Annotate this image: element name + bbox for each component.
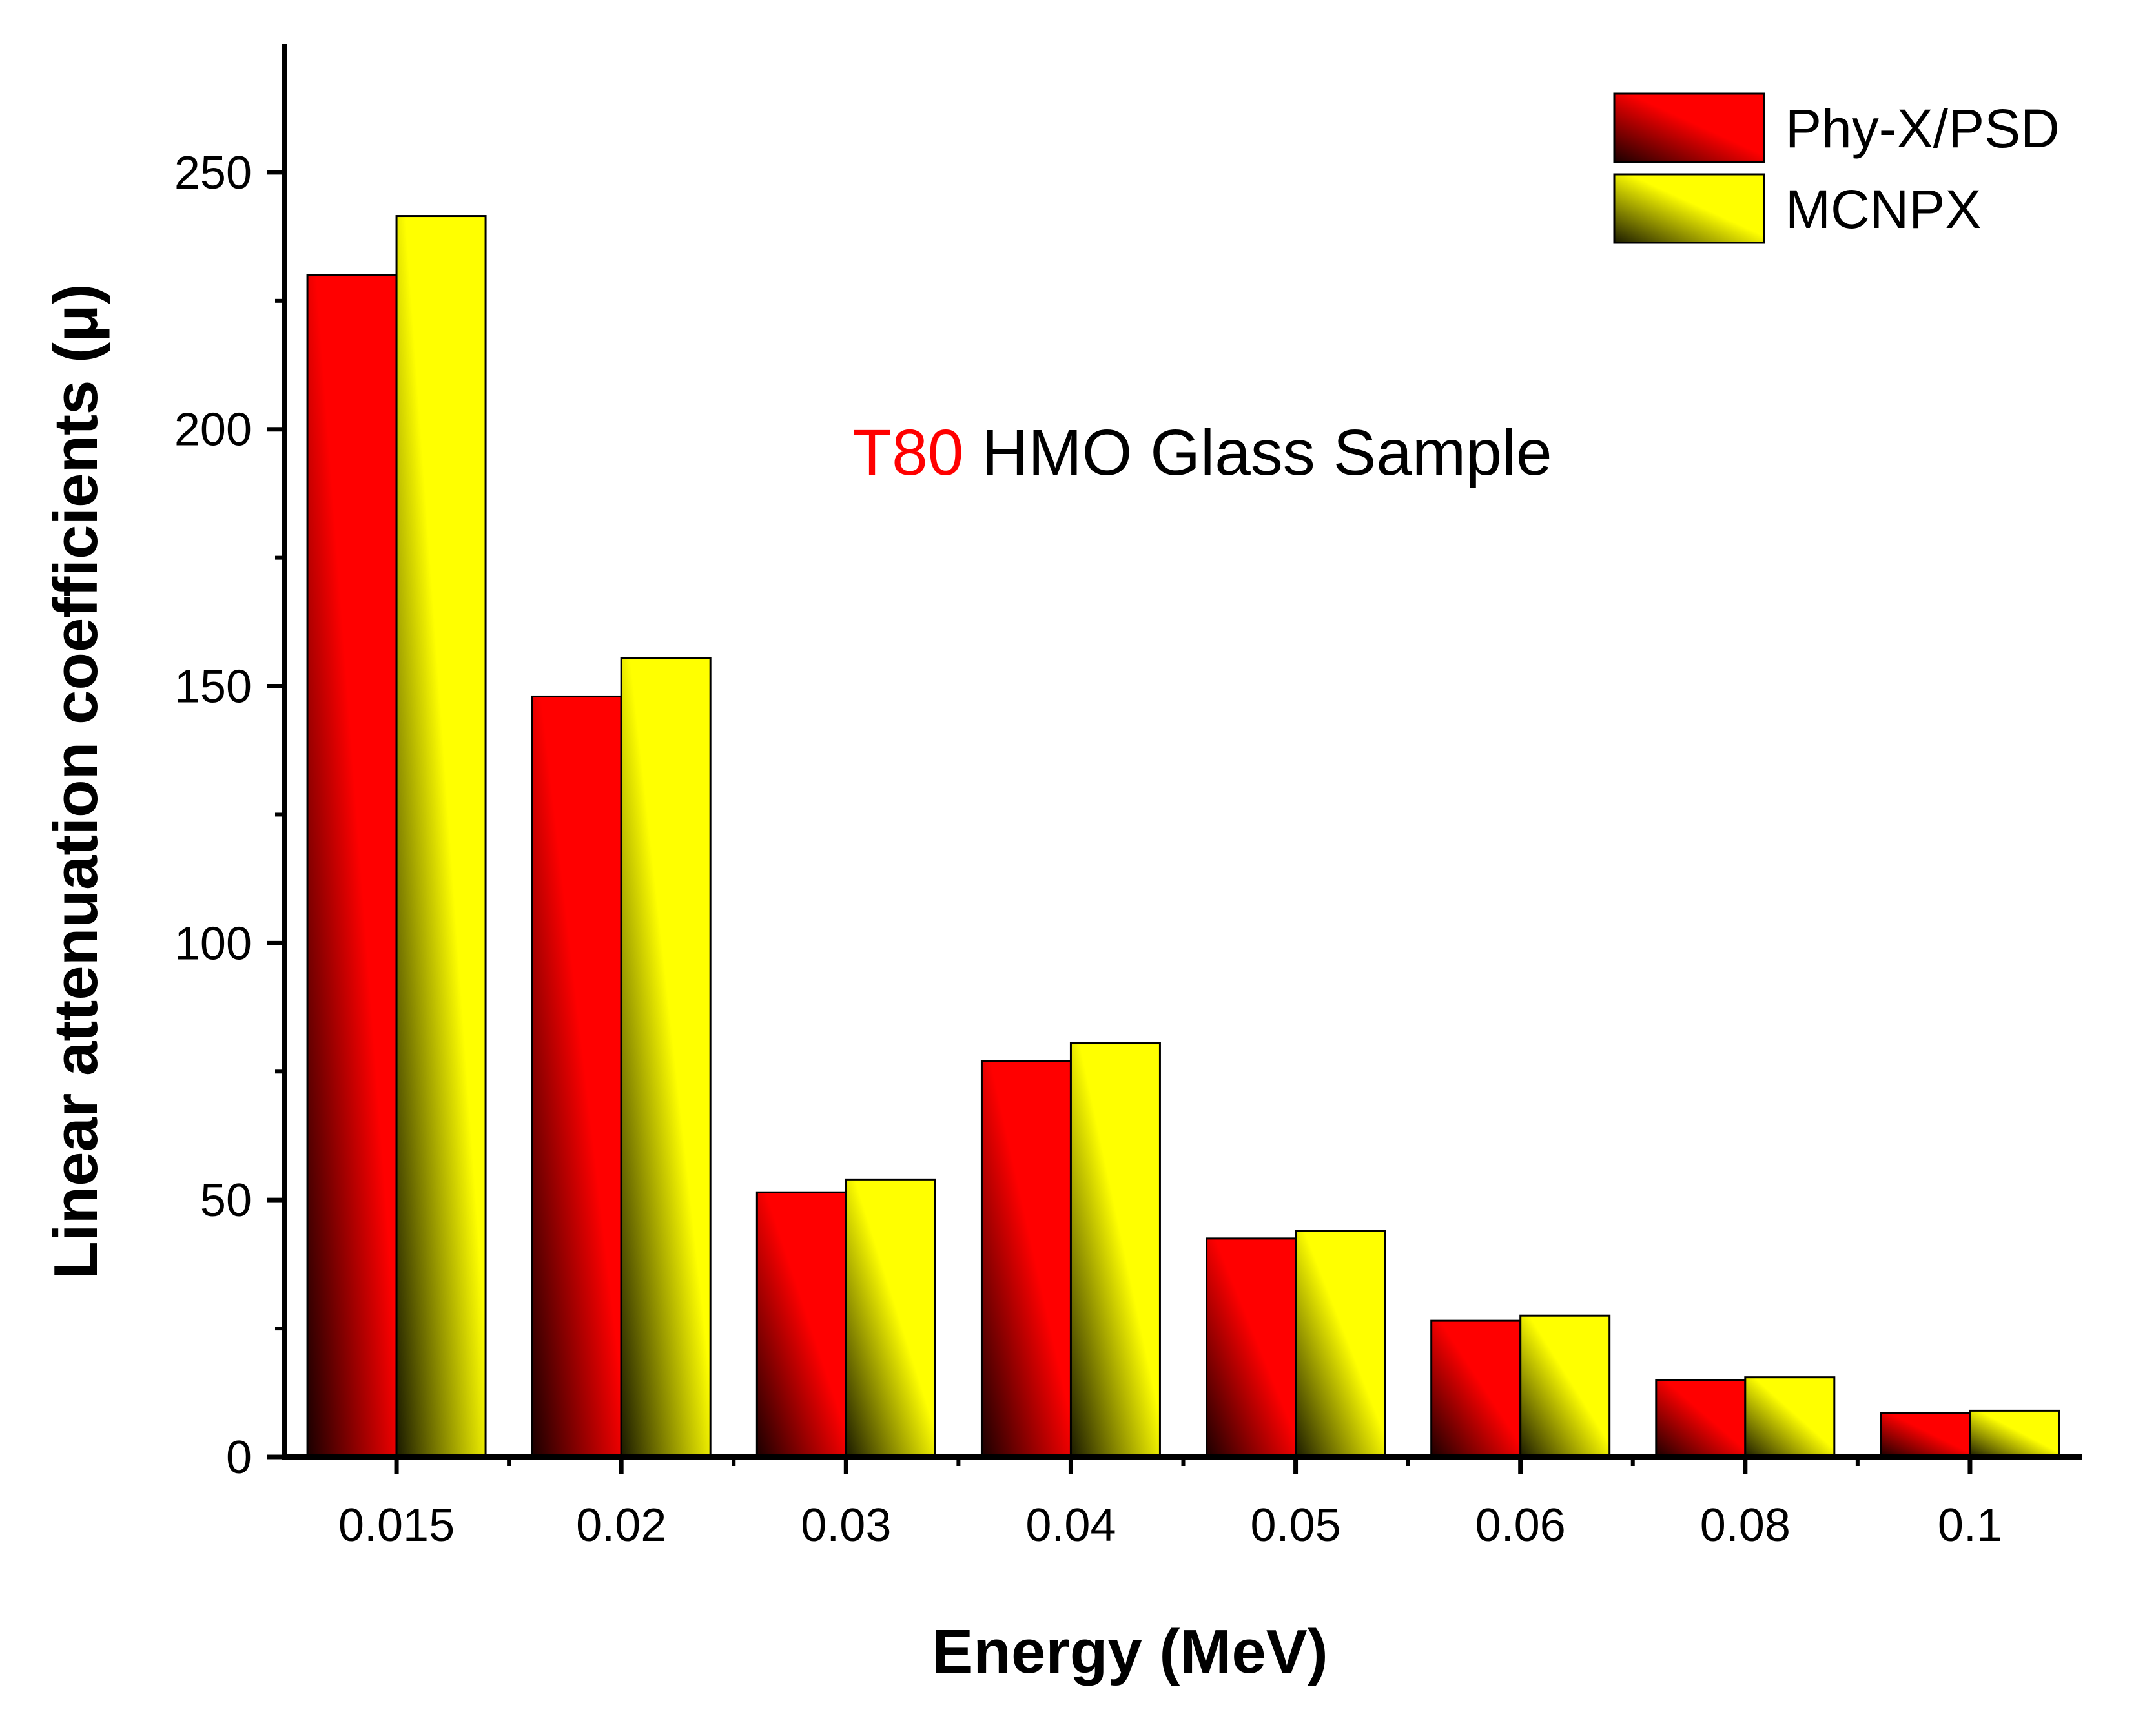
- legend-swatch-phy-x-psd: [1613, 92, 1765, 163]
- y-tick-label: 200: [174, 404, 252, 456]
- bar-phy-x-psd-0.1: [1880, 1412, 1971, 1458]
- bar-phy-x-psd-0.06: [1430, 1319, 1522, 1458]
- bar-mcnpx-0.03: [845, 1178, 936, 1458]
- bars: [306, 215, 2060, 1458]
- bar-phy-x-psd-0.02: [531, 695, 622, 1458]
- annotation: T80 HMO Glass Sample: [852, 417, 1552, 489]
- y-tick-label: 250: [174, 147, 252, 199]
- annotation-rest: HMO Glass Sample: [963, 417, 1552, 489]
- x-tick-label: 0.04: [1025, 1500, 1116, 1551]
- legend: Phy-X/PSD MCNPX: [1613, 92, 2060, 244]
- legend-swatch-mcnpx: [1613, 173, 1765, 244]
- bar-phy-x-psd-0.05: [1206, 1237, 1297, 1458]
- bar-mcnpx-0.04: [1069, 1042, 1161, 1458]
- y-axis-title: Linear attenuation coefficients (μ): [41, 284, 110, 1279]
- bar-mcnpx-0.06: [1519, 1314, 1611, 1458]
- bar-mcnpx-0.05: [1295, 1230, 1386, 1458]
- y-tick-label: 150: [174, 661, 252, 713]
- y-tick-label: 100: [174, 918, 252, 969]
- x-tick-label: 0.015: [338, 1500, 455, 1551]
- bar-mcnpx-0.1: [1969, 1409, 2060, 1458]
- bar-phy-x-psd-0.04: [980, 1060, 1072, 1458]
- bar-mcnpx-0.08: [1744, 1376, 1836, 1458]
- bar-mcnpx-0.02: [620, 657, 712, 1458]
- bar-phy-x-psd-0.03: [755, 1191, 847, 1458]
- x-tick-label: 0.1: [1938, 1500, 2002, 1551]
- x-tick-label: 0.08: [1700, 1500, 1791, 1551]
- x-axis-title: Energy (MeV): [932, 1617, 1328, 1686]
- bar-phy-x-psd-0.015: [306, 274, 398, 1458]
- legend-label: MCNPX: [1785, 179, 1981, 240]
- x-tick-label: 0.06: [1475, 1500, 1566, 1551]
- x-tick-label: 0.03: [801, 1500, 891, 1551]
- y-tick-label: 0: [226, 1432, 252, 1483]
- annotation-highlight: T80: [852, 417, 963, 489]
- x-tick-label: 0.02: [576, 1500, 666, 1551]
- bar-mcnpx-0.015: [395, 215, 487, 1458]
- x-tick-label: 0.05: [1250, 1500, 1340, 1551]
- bar-phy-x-psd-0.08: [1655, 1379, 1747, 1458]
- legend-label: Phy-X/PSD: [1785, 98, 2060, 159]
- y-tick-label: 50: [200, 1175, 252, 1226]
- ticks: 0.015 0.02 0.03 0.04 0.05 0.06 0.08 0.1 0 50 100 15…: [174, 147, 2002, 1551]
